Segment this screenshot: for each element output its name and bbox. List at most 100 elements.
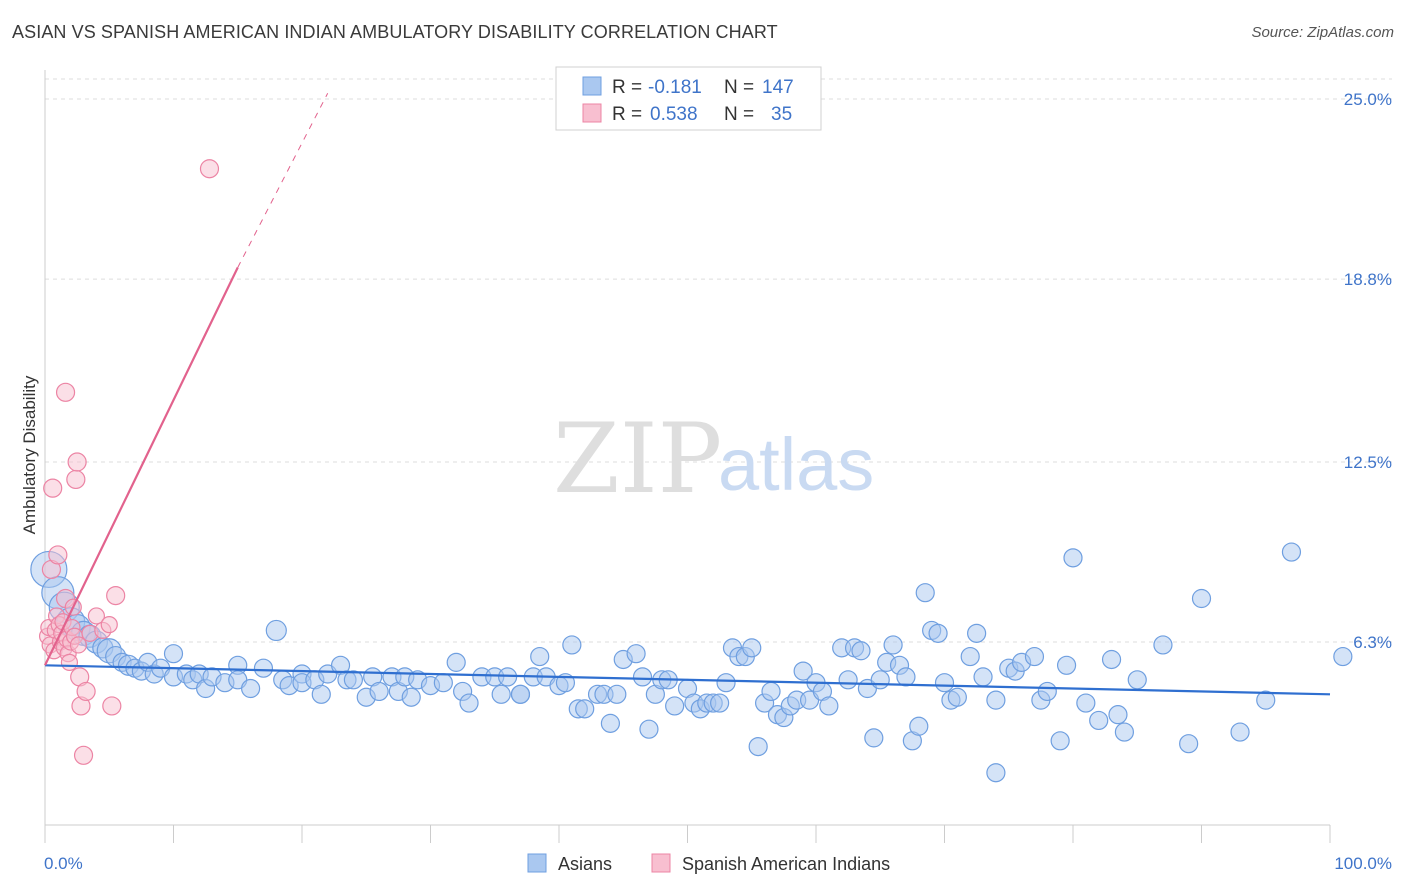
asian-point-135 bbox=[1063, 548, 1083, 568]
legend-r-value-2: 0.538 bbox=[650, 104, 698, 125]
gridlines bbox=[45, 78, 1392, 643]
asian-point-144 bbox=[1191, 588, 1212, 609]
asian-point-50 bbox=[433, 673, 453, 693]
asian-point-136 bbox=[1076, 693, 1096, 713]
sai-point-4 bbox=[43, 478, 63, 498]
legend-r-label-1: R = bbox=[612, 77, 642, 98]
asian-point-130 bbox=[1024, 646, 1045, 667]
asian-point-30 bbox=[265, 619, 287, 642]
asian-point-90 bbox=[742, 638, 762, 658]
legend-sai-swatch bbox=[582, 103, 602, 123]
sai-point-35 bbox=[199, 159, 220, 179]
asian-point-102 bbox=[819, 696, 839, 716]
series-asians bbox=[30, 542, 1353, 783]
asian-point-18 bbox=[163, 644, 184, 664]
asian-point-59 bbox=[510, 684, 531, 704]
y-tick-label-0: 6.3% bbox=[1353, 633, 1392, 652]
asian-point-113 bbox=[896, 667, 916, 687]
sai-trend-extension bbox=[237, 93, 329, 268]
asian-point-67 bbox=[575, 699, 595, 719]
asian-point-126 bbox=[986, 763, 1006, 783]
asian-point-74 bbox=[632, 667, 653, 687]
sai-trend-line bbox=[44, 266, 239, 666]
sai-point-17 bbox=[60, 653, 79, 671]
sai-point-32 bbox=[100, 616, 118, 634]
y-tick-labels: 6.3% 12.5% 18.8% 25.0% bbox=[1344, 90, 1392, 652]
asian-point-73 bbox=[626, 644, 646, 664]
asian-point-28 bbox=[241, 678, 261, 699]
asian-point-86 bbox=[716, 673, 736, 693]
asian-point-29 bbox=[253, 658, 274, 678]
sai-point-30 bbox=[87, 607, 106, 625]
x-tick-label-left: 0.0% bbox=[44, 854, 83, 873]
asian-point-109 bbox=[870, 670, 890, 690]
legend-r-label-2: R = bbox=[612, 104, 642, 125]
axes bbox=[44, 70, 1331, 843]
asian-point-118 bbox=[928, 623, 948, 643]
asian-point-140 bbox=[1114, 722, 1135, 742]
asian-point-85 bbox=[710, 693, 730, 713]
asian-point-91 bbox=[748, 736, 768, 757]
legend-asian-swatch bbox=[582, 76, 602, 96]
asian-point-143 bbox=[1179, 734, 1199, 754]
chart-title: ASIAN VS SPANISH AMERICAN INDIAN AMBULAT… bbox=[12, 22, 778, 42]
asian-point-139 bbox=[1108, 705, 1128, 725]
y-tick-label-1: 12.5% bbox=[1344, 453, 1392, 472]
bottom-legend-sai-label-swatch bbox=[651, 853, 671, 873]
sai-point-24 bbox=[69, 636, 88, 654]
sai-point-23 bbox=[67, 452, 87, 472]
y-tick-label-3: 25.0% bbox=[1344, 90, 1392, 109]
asian-point-125 bbox=[986, 690, 1006, 710]
y-axis-title: Ambulatory Disability bbox=[20, 375, 39, 534]
asian-point-134 bbox=[1056, 655, 1077, 675]
sai-point-34 bbox=[106, 585, 126, 606]
asian-point-71 bbox=[607, 684, 627, 704]
asian-point-51 bbox=[446, 652, 466, 672]
bottom-legend-asian-swatch bbox=[527, 853, 547, 873]
asian-point-141 bbox=[1127, 670, 1147, 690]
asian-point-121 bbox=[947, 687, 967, 707]
asian-point-40 bbox=[343, 670, 363, 690]
asian-point-65 bbox=[562, 635, 582, 655]
asian-point-137 bbox=[1089, 710, 1109, 731]
y-tick-label-2: 18.8% bbox=[1344, 270, 1392, 289]
asian-point-116 bbox=[915, 583, 935, 603]
asian-trend-line bbox=[44, 664, 1331, 696]
asian-point-75 bbox=[639, 719, 659, 739]
sai-point-27 bbox=[73, 745, 94, 765]
asian-point-106 bbox=[851, 641, 871, 661]
watermark-atlas: atlas bbox=[718, 423, 874, 506]
trend-lines bbox=[44, 93, 1331, 696]
asian-point-133 bbox=[1050, 731, 1070, 751]
watermark: ZIP atlas bbox=[553, 403, 874, 515]
asian-point-122 bbox=[960, 646, 980, 667]
asian-point-108 bbox=[864, 728, 884, 748]
sai-point-36 bbox=[55, 382, 76, 402]
asian-point-123 bbox=[967, 623, 987, 643]
asian-point-142 bbox=[1153, 635, 1173, 655]
asian-point-148 bbox=[1333, 646, 1353, 667]
asian-point-147 bbox=[1281, 542, 1302, 562]
correlation-legend: R = -0.181 N = 147 R = 0.538 N = 35 bbox=[555, 66, 822, 131]
legend-n-value-2: 35 bbox=[771, 104, 792, 125]
sai-point-33 bbox=[102, 696, 122, 716]
series-legend: Asians Spanish American Indians bbox=[527, 853, 890, 874]
asian-point-56 bbox=[491, 684, 511, 704]
asian-point-111 bbox=[883, 635, 903, 655]
asian-point-43 bbox=[369, 681, 389, 702]
x-tick-label-right: 100.0% bbox=[1334, 854, 1392, 873]
sai-point-28 bbox=[76, 681, 96, 702]
asian-point-124 bbox=[973, 667, 993, 687]
x-tick-labels: 0.0% 100.0% bbox=[44, 854, 1392, 873]
bottom-legend-asian-label: Asians bbox=[558, 854, 612, 874]
asian-point-70 bbox=[600, 713, 621, 733]
asian-point-79 bbox=[665, 696, 685, 716]
asian-point-115 bbox=[909, 716, 929, 736]
bottom-legend-sai-label: Spanish American Indians bbox=[682, 854, 890, 874]
asian-point-47 bbox=[401, 687, 421, 707]
legend-n-label-1: N = bbox=[724, 77, 754, 98]
asian-point-53 bbox=[459, 693, 479, 713]
sai-point-22 bbox=[66, 469, 86, 490]
asian-point-119 bbox=[934, 673, 955, 693]
